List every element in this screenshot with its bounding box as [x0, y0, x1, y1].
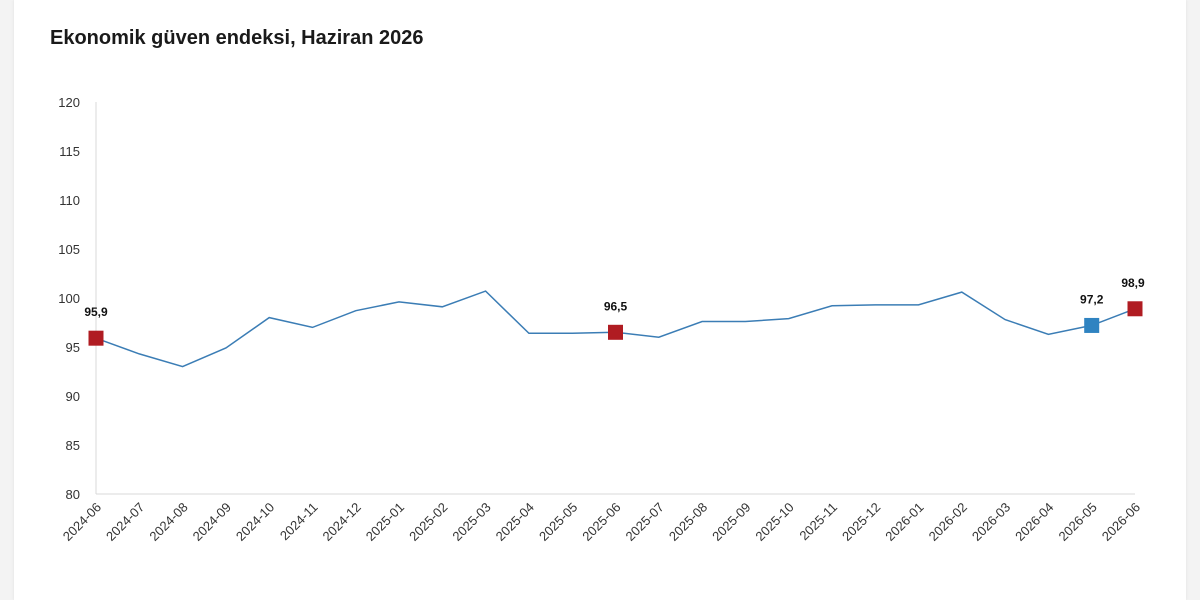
x-tick-label: 2025-12: [839, 500, 883, 544]
x-tick-label: 2025-08: [666, 500, 710, 544]
y-tick-label: 95: [66, 340, 80, 355]
x-tick-label: 2025-06: [579, 500, 623, 544]
x-tick-label: 2024-10: [233, 500, 277, 544]
x-tick-label: 2025-11: [796, 500, 840, 544]
x-tick-label: 2025-05: [536, 500, 580, 544]
highlight-marker: [608, 324, 623, 340]
x-tick-label: 2026-02: [926, 500, 970, 544]
x-tick-label: 2025-07: [623, 500, 667, 544]
y-tick-label: 80: [66, 487, 80, 502]
x-tick-label: 2025-01: [363, 500, 407, 544]
x-tick-label: 2024-07: [103, 500, 147, 544]
x-tick-label: 2024-12: [320, 500, 364, 544]
y-tick-label: 100: [58, 291, 80, 306]
highlight-marker: [88, 330, 104, 346]
y-tick-label: 110: [59, 193, 80, 208]
data-label: 98,9: [1121, 276, 1145, 290]
x-tick-label: 2025-03: [449, 500, 493, 544]
data-label: 97,2: [1080, 292, 1104, 306]
x-tick-label: 2024-08: [146, 500, 190, 544]
x-tick-label: 2025-02: [406, 500, 450, 544]
y-tick-label: 115: [59, 144, 80, 159]
x-tick-label: 2024-09: [190, 500, 234, 544]
highlight-marker: [1084, 317, 1100, 333]
x-tick-label: 2025-09: [709, 500, 753, 544]
x-tick-label: 2026-06: [1099, 500, 1143, 544]
x-tick-label: 2024-06: [60, 500, 104, 544]
data-label: 95,9: [84, 305, 108, 319]
chart-title: Ekonomik güven endeksi, Haziran 2026: [50, 27, 424, 49]
x-tick-label: 2025-10: [752, 500, 796, 544]
y-tick-label: 85: [66, 438, 80, 453]
chart-card: Ekonomik güven endeksi, Haziran 2026: [14, 0, 1186, 600]
x-tick-label: 2026-01: [882, 500, 926, 544]
x-tick-label: 2025-04: [493, 500, 537, 544]
x-tick-label: 2026-05: [1055, 500, 1099, 544]
data-label: 96,5: [604, 299, 628, 313]
x-tick-label: 2026-03: [969, 500, 1013, 544]
x-tick-label: 2024-11: [277, 500, 321, 544]
y-tick-label: 105: [58, 242, 80, 257]
highlight-marker: [1127, 301, 1143, 317]
x-tick-label: 2026-04: [1012, 500, 1056, 544]
y-tick-label: 120: [58, 95, 80, 110]
y-tick-label: 90: [66, 389, 80, 404]
